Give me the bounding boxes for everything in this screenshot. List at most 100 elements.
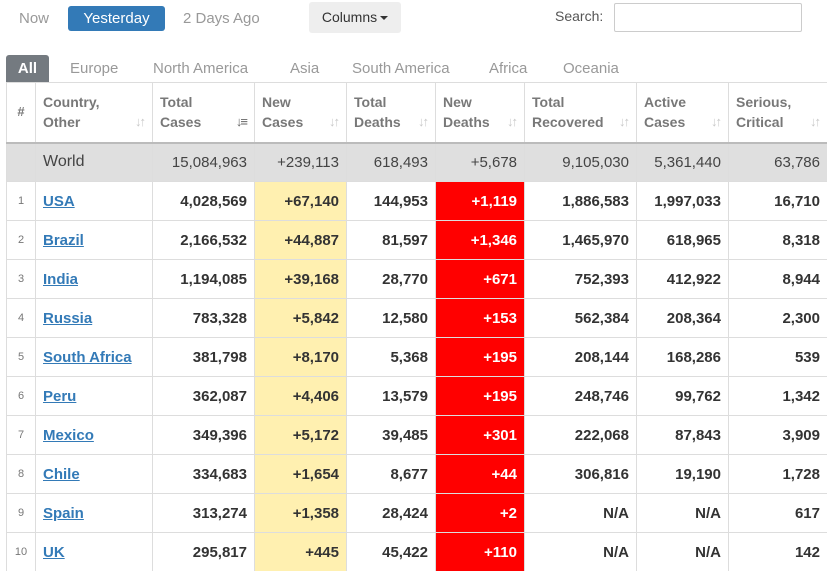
new-deaths-cell: +2 — [435, 493, 525, 533]
new-cases-cell: +445 — [254, 532, 347, 571]
total-recovered-cell: 752,393 — [524, 259, 637, 299]
rank-cell: 3 — [6, 259, 36, 299]
country-link[interactable]: Russia — [43, 309, 93, 327]
header-active-cases[interactable]: Active Cases ↓↑ — [636, 82, 729, 143]
columns-button[interactable]: Columns — [309, 2, 401, 33]
new-cases-cell: +4,406 — [254, 376, 347, 416]
country-link[interactable]: USA — [43, 192, 75, 210]
tab-now[interactable]: Now — [19, 10, 50, 27]
total-deaths-cell: 144,953 — [346, 181, 436, 221]
header-new-deaths[interactable]: New Deaths ↓↑ — [435, 82, 525, 143]
region-tab-south-america[interactable]: South America — [352, 60, 450, 77]
world-total-deaths: 618,493 — [346, 142, 436, 182]
total-deaths-cell: 28,770 — [346, 259, 436, 299]
total-cases-cell: 381,798 — [152, 337, 255, 377]
country-cell: South Africa — [35, 337, 153, 377]
serious-critical-cell: 16,710 — [728, 181, 827, 221]
sort-desc-icon: ↓≡ — [235, 113, 248, 129]
total-deaths-cell: 81,597 — [346, 220, 436, 260]
new-deaths-cell: +1,119 — [435, 181, 525, 221]
new-deaths-cell: +110 — [435, 532, 525, 571]
search-input[interactable] — [614, 3, 802, 32]
header-serious-critical-line1: Serious, — [736, 94, 792, 111]
sort-icon: ↓↑ — [329, 113, 340, 129]
active-cases-cell: 87,843 — [636, 415, 729, 455]
new-deaths-cell: +195 — [435, 337, 525, 377]
serious-critical-cell: 8,318 — [728, 220, 827, 260]
serious-critical-cell: 2,300 — [728, 298, 827, 338]
world-new-deaths: +5,678 — [435, 142, 525, 182]
new-cases-cell: +1,358 — [254, 493, 347, 533]
country-link[interactable]: South Africa — [43, 348, 132, 366]
new-deaths-cell: +671 — [435, 259, 525, 299]
serious-critical-cell: 1,342 — [728, 376, 827, 416]
tab-2-days-ago[interactable]: 2 Days Ago — [183, 10, 260, 27]
region-tab-all[interactable]: All — [6, 55, 49, 83]
rank-cell: 10 — [6, 532, 36, 571]
world-active-cases: 5,361,440 — [636, 142, 729, 182]
tab-yesterday[interactable]: Yesterday — [68, 6, 165, 31]
country-link[interactable]: Mexico — [43, 426, 94, 444]
region-tabs: All Europe North America Asia South Amer… — [6, 55, 827, 83]
country-cell: Peru — [35, 376, 153, 416]
total-recovered-cell: 306,816 — [524, 454, 637, 494]
new-cases-cell: +44,887 — [254, 220, 347, 260]
world-rank-cell — [6, 142, 36, 182]
header-serious-critical[interactable]: Serious, Critical ↓↑ — [728, 82, 827, 143]
total-recovered-cell: 222,068 — [524, 415, 637, 455]
header-total-deaths[interactable]: Total Deaths ↓↑ — [346, 82, 436, 143]
active-cases-cell: 19,190 — [636, 454, 729, 494]
table-row: 5 South Africa 381,798 +8,170 5,368 +195 208,1… — [6, 337, 827, 377]
rank-cell: 5 — [6, 337, 36, 377]
total-deaths-cell: 12,580 — [346, 298, 436, 338]
world-row: World 15,084,963 +239,113 618,493 +5,678… — [6, 142, 827, 182]
rank-cell: 9 — [6, 493, 36, 533]
region-tab-europe[interactable]: Europe — [70, 60, 119, 77]
country-link[interactable]: Peru — [43, 387, 77, 405]
header-new-cases[interactable]: New Cases ↓↑ — [254, 82, 347, 143]
table-row: 2 Brazil 2,166,532 +44,887 81,597 +1,346 1,465… — [6, 220, 827, 260]
region-tab-africa[interactable]: Africa — [489, 60, 528, 77]
total-deaths-cell: 13,579 — [346, 376, 436, 416]
header-country-line1: Country, — [43, 94, 100, 111]
header-new-cases-line1: New — [262, 94, 291, 111]
country-cell: Russia — [35, 298, 153, 338]
country-cell: Chile — [35, 454, 153, 494]
header-new-cases-line2: Cases — [262, 114, 304, 131]
serious-critical-cell: 142 — [728, 532, 827, 571]
region-tab-asia[interactable]: Asia — [290, 60, 320, 77]
header-total-recovered[interactable]: Total Recovered ↓↑ — [524, 82, 637, 143]
new-cases-cell: +1,654 — [254, 454, 347, 494]
country-link[interactable]: Brazil — [43, 231, 84, 249]
header-rank[interactable]: # — [6, 82, 36, 143]
table-row: 3 India 1,194,085 +39,168 28,770 +671 752,393 4… — [6, 259, 827, 299]
new-cases-cell: +5,172 — [254, 415, 347, 455]
total-recovered-cell: 1,465,970 — [524, 220, 637, 260]
country-link[interactable]: India — [43, 270, 79, 288]
new-cases-cell: +67,140 — [254, 181, 347, 221]
region-tab-oceania[interactable]: Oceania — [563, 60, 619, 77]
total-deaths-cell: 8,677 — [346, 454, 436, 494]
total-recovered-cell: N/A — [524, 532, 637, 571]
header-total-recovered-line2: Recovered — [532, 114, 604, 131]
sort-icon: ↓↑ — [135, 113, 146, 129]
world-total-recovered: 9,105,030 — [524, 142, 637, 182]
country-cell: India — [35, 259, 153, 299]
serious-critical-cell: 617 — [728, 493, 827, 533]
total-cases-cell: 349,396 — [152, 415, 255, 455]
country-link[interactable]: Spain — [43, 504, 84, 522]
country-cell: Brazil — [35, 220, 153, 260]
header-country-line2: Other — [43, 114, 81, 131]
header-total-recovered-line1: Total — [532, 94, 565, 111]
header-new-deaths-line1: New — [443, 94, 472, 111]
total-deaths-cell: 5,368 — [346, 337, 436, 377]
country-link[interactable]: Chile — [43, 465, 80, 483]
sort-icon: ↓↑ — [418, 113, 429, 129]
header-total-cases[interactable]: Total Cases ↓≡ — [152, 82, 255, 143]
header-country[interactable]: Country, Other ↓↑ — [35, 82, 153, 143]
world-country-cell: World — [35, 142, 153, 182]
table-row: 6 Peru 362,087 +4,406 13,579 +195 248,746 99,76… — [6, 376, 827, 416]
rank-cell: 7 — [6, 415, 36, 455]
region-tab-north-america[interactable]: North America — [153, 60, 249, 77]
country-link[interactable]: UK — [43, 543, 65, 561]
